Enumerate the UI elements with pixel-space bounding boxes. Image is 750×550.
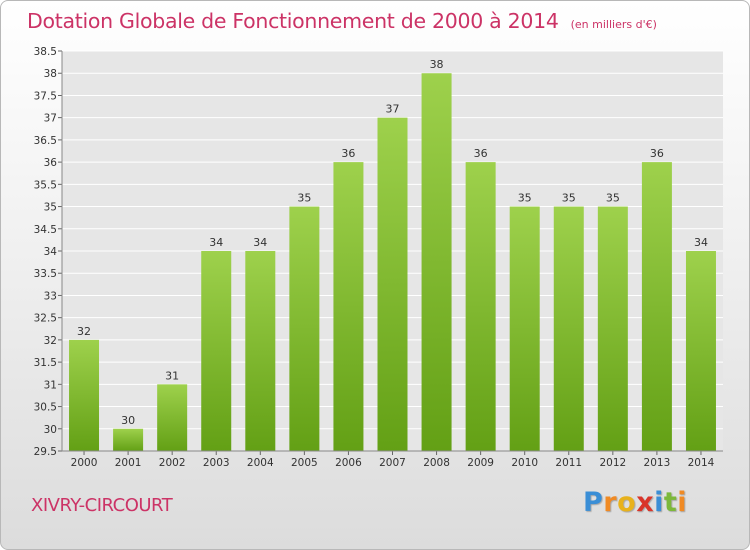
- x-tick-label: 2000: [71, 457, 98, 469]
- bar[interactable]: [685, 251, 716, 451]
- y-tick-label: 32.5: [34, 313, 57, 325]
- x-tick-label: 2003: [203, 457, 230, 469]
- bars: 32 30 31 34 34 35 36 37 38 36 35 35 35 36 34: [69, 58, 716, 452]
- bar[interactable]: [509, 206, 540, 451]
- y-tick-label: 37.5: [34, 90, 57, 102]
- x-axis: 2000 2001 2002 2003 2004 2005 2006 2007 2008 2009…: [62, 450, 723, 469]
- chart-title-text: Dotation Globale de Fonctionnement de 20…: [27, 9, 559, 33]
- x-tick-label: 2008: [423, 457, 450, 469]
- y-tick-label: 38: [44, 68, 57, 80]
- bar[interactable]: [157, 384, 188, 451]
- bar[interactable]: [333, 162, 364, 451]
- x-tick-label: 2002: [159, 457, 186, 469]
- bar-data-label: 34: [209, 236, 223, 249]
- bar-data-label: 36: [650, 147, 664, 160]
- y-tick-label: 33: [44, 290, 57, 302]
- bar[interactable]: [245, 251, 276, 451]
- y-tick-label: 29.5: [34, 446, 57, 458]
- bar[interactable]: [113, 428, 144, 451]
- bar[interactable]: [201, 251, 232, 451]
- y-tick-label: 30: [44, 424, 57, 436]
- logo-letter: i: [654, 487, 664, 518]
- logo-letter: o: [617, 487, 637, 518]
- logo-letter: t: [663, 487, 678, 518]
- y-tick-label: 35.5: [34, 179, 57, 191]
- y-tick-label: 30.5: [34, 402, 57, 414]
- y-tick-label: 38.5: [34, 46, 57, 58]
- y-tick-label: 31.5: [34, 357, 57, 369]
- y-tick-label: 37: [44, 113, 57, 125]
- y-tick-label: 32: [44, 335, 57, 347]
- logo-letter: i: [677, 487, 688, 518]
- x-tick-label: 2009: [467, 457, 494, 469]
- bar-data-label: 36: [341, 147, 355, 160]
- x-tick-label: 2007: [379, 457, 406, 469]
- commune-name: XIVRY-CIRCOURT: [31, 495, 173, 516]
- bar-data-label: 32: [77, 325, 91, 338]
- bar-data-label: 35: [518, 192, 532, 205]
- y-tick-label: 34: [44, 246, 58, 258]
- bar[interactable]: [377, 117, 408, 452]
- x-tick-label: 2012: [599, 457, 626, 469]
- bar[interactable]: [289, 206, 320, 451]
- chart-subtitle: (en milliers d'€): [570, 18, 657, 31]
- bar-data-label: 31: [165, 369, 179, 382]
- bar[interactable]: [597, 206, 628, 451]
- bar[interactable]: [421, 73, 452, 451]
- x-tick-label: 2005: [291, 457, 318, 469]
- logo-letter: P: [583, 487, 604, 518]
- x-tick-label: 2004: [247, 457, 274, 469]
- chart-title: Dotation Globale de Fonctionnement de 20…: [27, 9, 657, 33]
- y-tick-label: 31: [44, 379, 57, 391]
- bar-data-label: 30: [121, 414, 135, 427]
- bar-data-label: 36: [474, 147, 488, 160]
- bar[interactable]: [641, 162, 672, 451]
- y-tick-label: 34.5: [34, 224, 57, 236]
- bar[interactable]: [465, 162, 496, 451]
- bar-data-label: 34: [694, 236, 708, 249]
- x-tick-label: 2001: [115, 457, 142, 469]
- bar-data-label: 35: [606, 192, 620, 205]
- bar-data-label: 34: [253, 236, 267, 249]
- x-tick-label: 2010: [511, 457, 538, 469]
- x-tick-label: 2014: [688, 457, 715, 469]
- bar-data-label: 37: [386, 103, 400, 116]
- bar[interactable]: [69, 339, 100, 451]
- x-tick-label: 2006: [335, 457, 362, 469]
- y-tick-label: 33.5: [34, 268, 57, 280]
- x-tick-label: 2013: [644, 457, 671, 469]
- x-tick-label: 2011: [555, 457, 582, 469]
- bar-data-label: 35: [297, 192, 311, 205]
- y-tick-label: 35: [44, 202, 57, 214]
- y-tick-label: 36.5: [34, 135, 57, 147]
- bar-data-label: 38: [430, 58, 444, 71]
- y-axis: 29.5 30 30.5 31 31.5 32 32.5 33 33.5 34 34.5 35 35.5…: [34, 46, 63, 458]
- proxiti-logo[interactable]: Proxiti: [583, 487, 687, 518]
- logo-letter: r: [603, 487, 618, 518]
- bar[interactable]: [553, 206, 584, 451]
- y-tick-label: 36: [44, 157, 58, 169]
- bar-data-label: 35: [562, 192, 576, 205]
- logo-letter: x: [636, 487, 655, 518]
